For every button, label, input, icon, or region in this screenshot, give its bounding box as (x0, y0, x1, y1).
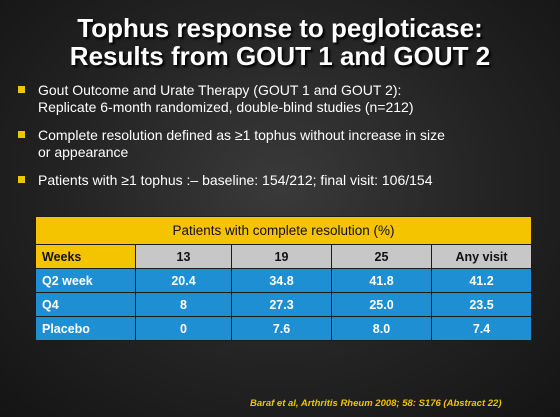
row-label: Placebo (35, 316, 136, 341)
bullet-item: Gout Outcome and Urate Therapy (GOUT 1 a… (18, 82, 548, 116)
table-caption-row: Patients with complete resolution (%) (34, 216, 533, 245)
column-header: 13 (135, 244, 232, 269)
citation: Baraf et al, Arthritis Rheum 2008; 58: S… (250, 398, 502, 409)
bullet-text: Gout Outcome and Urate Therapy (GOUT 1 a… (38, 82, 402, 98)
column-header-weeks: Weeks (35, 244, 136, 269)
table-cell: 20.4 (135, 268, 232, 293)
table-cell: 23.5 (430, 292, 533, 317)
bullet-square-icon (18, 176, 25, 183)
bullet-square-icon (18, 131, 25, 138)
bullet-square-icon (18, 86, 25, 93)
column-header: 25 (331, 244, 432, 269)
table-cell: 27.3 (231, 292, 332, 317)
bullet-item: Complete resolution defined as ≥1 tophus… (18, 127, 548, 161)
table-row: Placebo 0 7.6 8.0 7.4 (35, 316, 533, 341)
table-cell: 41.2 (430, 268, 533, 293)
row-label: Q4 (35, 292, 136, 317)
bullet-text: or appearance (38, 144, 129, 160)
column-header: Any visit (430, 244, 533, 269)
table-row: Q2 week 20.4 34.8 41.8 41.2 (35, 268, 533, 293)
bullet-text: Patients with ≥1 tophus :– baseline: 154… (38, 172, 433, 188)
table-cell: 25.0 (331, 292, 432, 317)
table-cell: 0 (135, 316, 232, 341)
table-cell: 41.8 (331, 268, 432, 293)
bullet-list: Gout Outcome and Urate Therapy (GOUT 1 a… (18, 82, 548, 200)
table-header-row: Weeks 13 19 25 Any visit (35, 244, 533, 269)
table-cell: 7.4 (430, 316, 533, 341)
column-header: 19 (231, 244, 332, 269)
table-cell: 8.0 (331, 316, 432, 341)
slide-title: Tophus response to pegloticase: Results … (0, 14, 560, 70)
bullet-text: Complete resolution defined as ≥1 tophus… (38, 127, 445, 143)
table-cell: 34.8 (231, 268, 332, 293)
bullet-item: Patients with ≥1 tophus :– baseline: 154… (18, 172, 548, 189)
table-caption: Patients with complete resolution (%) (34, 216, 533, 245)
bullet-text: Replicate 6-month randomized, double-bli… (38, 99, 414, 115)
slide-title-line2: Results from GOUT 1 and GOUT 2 (69, 41, 491, 71)
table-row: Q4 8 27.3 25.0 23.5 (35, 292, 533, 317)
slide-title-line1: Tophus response to pegloticase: (77, 13, 483, 43)
row-label: Q2 week (35, 268, 136, 293)
table-cell: 8 (135, 292, 232, 317)
table-cell: 7.6 (231, 316, 332, 341)
results-table: Patients with complete resolution (%) We… (34, 216, 533, 341)
